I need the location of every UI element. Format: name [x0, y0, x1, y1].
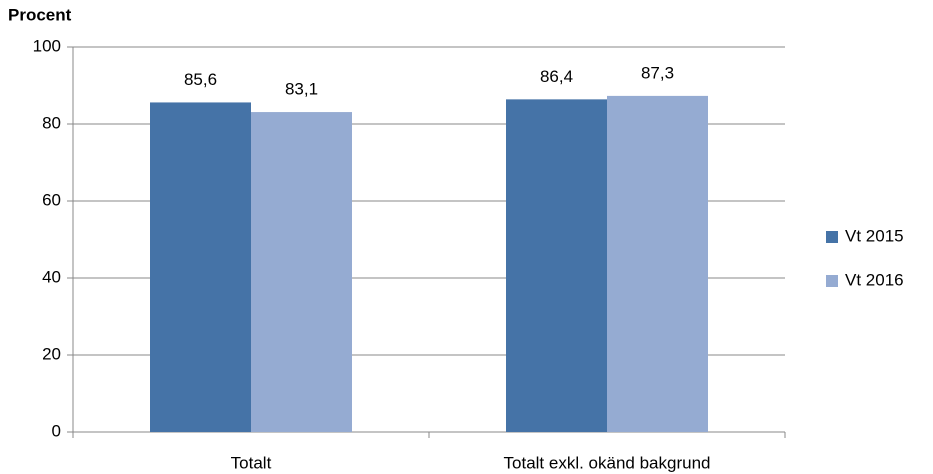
legend-label: Vt 2015 — [845, 226, 904, 245]
data-label: 87,3 — [641, 63, 674, 82]
y-tick-label: 80 — [42, 113, 61, 132]
x-tick-label: Totalt exkl. okänd bakgrund — [504, 453, 711, 472]
bar — [607, 95, 708, 433]
y-tick-label: 0 — [52, 421, 61, 440]
legend-swatch — [826, 231, 838, 243]
y-tick-label: 40 — [42, 267, 61, 286]
y-tick-label: 100 — [33, 36, 61, 55]
x-tick-label: Totalt — [231, 453, 272, 472]
legend-swatch — [826, 275, 838, 287]
bar — [150, 102, 251, 432]
y-tick-label: 20 — [42, 344, 61, 363]
y-axis-label: Procent — [8, 5, 72, 24]
y-tick-label: 60 — [42, 190, 61, 209]
data-label: 83,1 — [285, 80, 318, 99]
data-label: 86,4 — [540, 67, 573, 86]
bar — [251, 112, 352, 432]
data-label: 85,6 — [184, 70, 217, 89]
bar — [506, 99, 607, 433]
legend-label: Vt 2016 — [845, 270, 904, 289]
